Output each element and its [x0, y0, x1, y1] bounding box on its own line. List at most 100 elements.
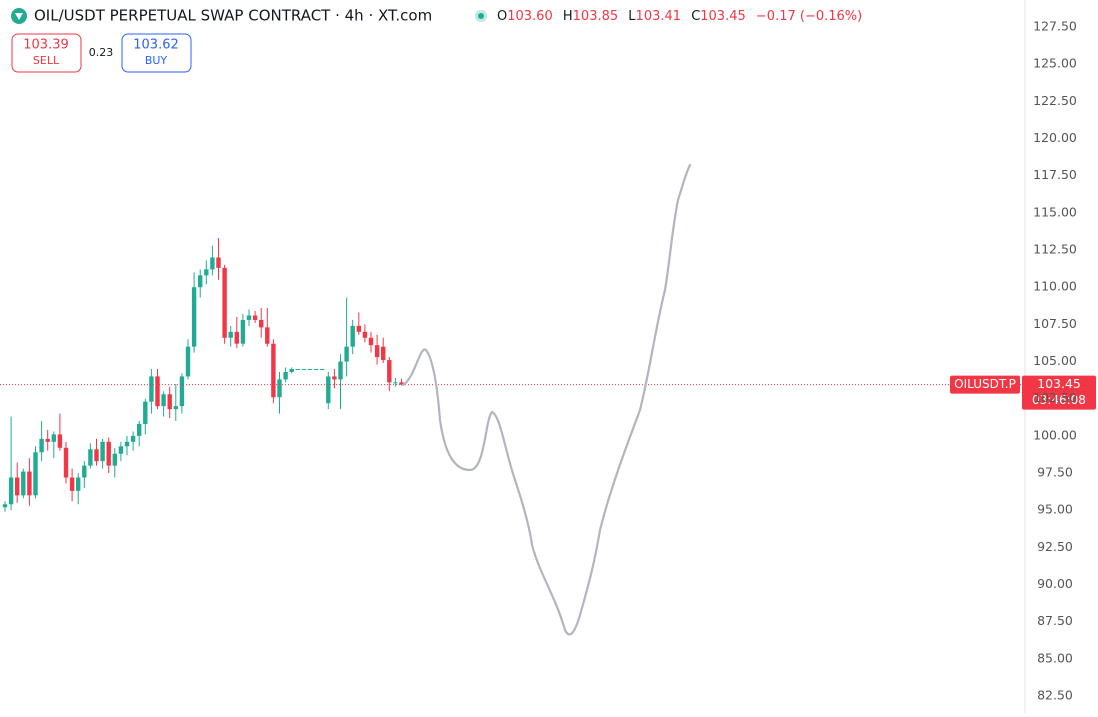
candle-body — [289, 368, 294, 372]
ohlc-legend: O103.60 H103.85 L103.41 C103.45 −0.17 (−… — [497, 9, 862, 24]
sell-price[interactable]: 103.39 — [23, 38, 69, 53]
y-tick-label: 102.50 — [1033, 390, 1077, 405]
candle-body — [295, 368, 300, 370]
price-tag-value: 103.45 — [1037, 376, 1081, 391]
candle-body — [362, 331, 368, 338]
candle-body — [307, 368, 313, 370]
y-tick-label: 125.00 — [1033, 56, 1077, 71]
candle-body — [283, 371, 288, 380]
candle-body — [15, 477, 20, 496]
candle-body — [259, 319, 264, 328]
candle-body — [118, 446, 124, 454]
candle-body — [240, 319, 246, 344]
candle-body — [69, 477, 75, 491]
candle-body — [381, 346, 386, 361]
candle-body — [45, 438, 50, 442]
candle-body — [155, 376, 160, 407]
candle-body — [313, 368, 319, 370]
candle-body — [374, 345, 380, 358]
candle-body — [100, 441, 105, 462]
candle-body — [76, 477, 81, 491]
y-tick-label: 115.00 — [1033, 204, 1077, 219]
candle-body — [252, 315, 258, 320]
sell-button[interactable] — [11, 33, 82, 73]
low-label: L — [628, 9, 636, 24]
candle-body — [21, 471, 26, 496]
status-dot-core — [478, 13, 484, 19]
candle-body — [82, 465, 87, 478]
candle-body — [228, 331, 233, 338]
y-tick-label: 117.50 — [1033, 167, 1077, 182]
buy-button[interactable] — [121, 33, 192, 73]
candle-body — [143, 401, 148, 424]
low-value: 103.41 — [636, 9, 682, 24]
y-tick-label: 110.00 — [1033, 279, 1077, 294]
candle-body — [271, 343, 276, 398]
y-tick-label: 120.00 — [1033, 130, 1077, 145]
candle-body — [216, 257, 221, 268]
candle-body — [350, 325, 355, 347]
candle-body — [8, 477, 14, 505]
candle-body — [210, 257, 215, 270]
candle-body — [344, 346, 349, 362]
candle-body — [88, 449, 93, 466]
candle-body — [191, 287, 197, 347]
change-value: −0.17 (−0.16%) — [756, 9, 862, 24]
y-tick-label: 127.50 — [1033, 19, 1077, 34]
candle-body — [179, 376, 185, 407]
symbol-icon-mark — [15, 13, 23, 20]
y-tick-label: 112.50 — [1033, 242, 1077, 257]
candle-body — [222, 267, 227, 338]
candle-body — [39, 438, 44, 453]
price-tag: OILUSDT.P 103.45 03:46:08 — [950, 375, 1096, 410]
symbol-tag: OILUSDT.P — [954, 377, 1016, 391]
y-tick-label: 107.50 — [1033, 316, 1077, 331]
candle-body — [149, 376, 154, 402]
symbol-tag-bg — [950, 375, 1020, 394]
candle-body — [33, 452, 38, 496]
candle-body — [234, 331, 239, 344]
candle-body — [246, 315, 252, 320]
candle-body — [161, 394, 166, 407]
plot-area — [0, 238, 1025, 512]
candle-body — [338, 361, 343, 380]
y-tick-label: 100.00 — [1033, 427, 1077, 442]
y-tick-label: 95.00 — [1037, 502, 1073, 517]
buy-label[interactable]: BUY — [145, 54, 168, 67]
candle-body — [387, 360, 392, 383]
candle-body — [185, 346, 191, 377]
candle-body — [393, 382, 398, 384]
candle-body — [94, 449, 99, 462]
sell-label[interactable]: SELL — [33, 54, 60, 67]
candle-body — [51, 434, 56, 442]
candle-body — [167, 394, 172, 410]
close-value: 103.45 — [700, 9, 746, 24]
candle-body — [301, 368, 307, 370]
candle-body — [112, 453, 117, 466]
y-tick-label: 90.00 — [1037, 576, 1073, 591]
candle-body — [137, 423, 142, 436]
candle-body — [204, 269, 209, 276]
candle-body — [57, 434, 63, 448]
buy-price[interactable]: 103.62 — [133, 38, 179, 53]
chart-title: OIL/USDT PERPETUAL SWAP CONTRACT · 4h · … — [34, 7, 432, 25]
candle-body — [368, 337, 374, 346]
spread: 0.23 — [89, 46, 114, 59]
y-tick-label: 82.50 — [1037, 688, 1073, 703]
drawn-projection — [401, 163, 692, 636]
candle-body — [2, 504, 8, 508]
y-tick-label: 105.00 — [1033, 353, 1077, 368]
candle-body — [63, 447, 69, 478]
y-tick-label: 85.00 — [1037, 650, 1073, 665]
candle-body — [265, 327, 270, 344]
price-tag-bg — [1022, 375, 1096, 410]
price-tag-countdown: 03:46:08 — [1032, 393, 1086, 407]
close-label: C — [691, 9, 700, 24]
candle-body — [356, 325, 361, 332]
candle-body — [320, 368, 325, 370]
y-tick-label: 87.50 — [1037, 613, 1073, 628]
candle-body — [198, 275, 203, 288]
candle-body — [106, 441, 111, 466]
